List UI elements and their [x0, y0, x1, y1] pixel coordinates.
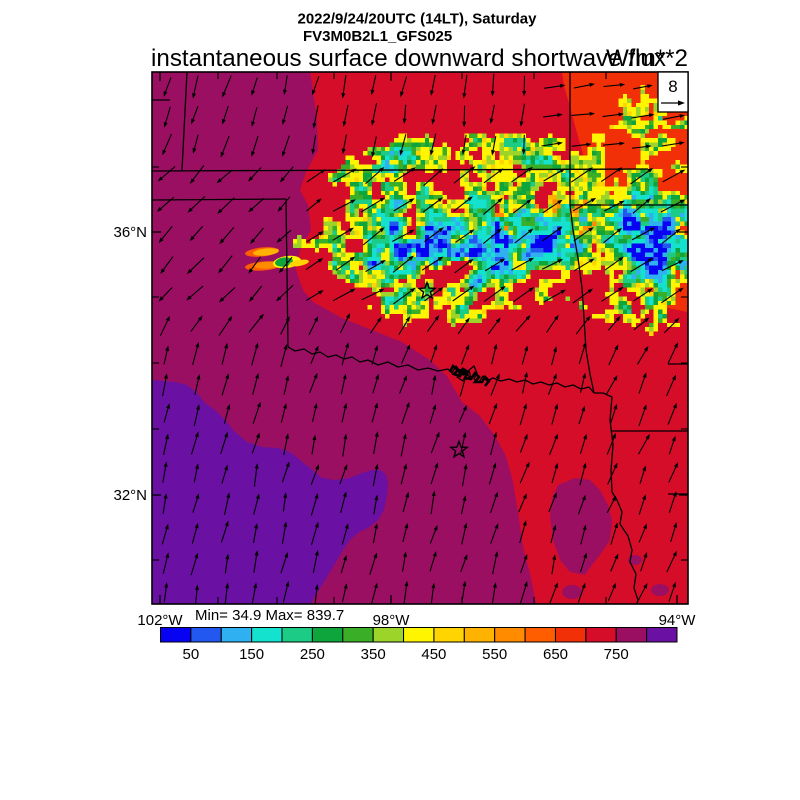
svg-text:8: 8	[668, 77, 677, 96]
svg-text:450: 450	[421, 646, 446, 663]
svg-text:98°W: 98°W	[373, 612, 411, 629]
svg-text:150: 150	[239, 646, 264, 663]
svg-text:650: 650	[543, 646, 568, 663]
svg-text:250: 250	[300, 646, 325, 663]
svg-text:2022/9/24/20UTC (14LT), Saturd: 2022/9/24/20UTC (14LT), Saturday	[298, 11, 538, 28]
svg-text:Min= 34.9 Max= 839.7: Min= 34.9 Max= 839.7	[195, 607, 344, 624]
svg-text:W/m**2: W/m**2	[606, 45, 688, 72]
svg-text:350: 350	[361, 646, 386, 663]
svg-text:750: 750	[604, 646, 629, 663]
svg-text:102°W: 102°W	[137, 612, 183, 629]
svg-text:instantaneous surface downward: instantaneous surface downward shortwave…	[151, 45, 666, 72]
svg-text:94°W: 94°W	[659, 612, 697, 629]
svg-text:32°N: 32°N	[113, 487, 147, 504]
svg-text:FV3M0B2L1_GFS025: FV3M0B2L1_GFS025	[303, 28, 452, 45]
svg-text:36°N: 36°N	[113, 224, 147, 241]
svg-text:550: 550	[482, 646, 507, 663]
svg-text:50: 50	[183, 646, 200, 663]
